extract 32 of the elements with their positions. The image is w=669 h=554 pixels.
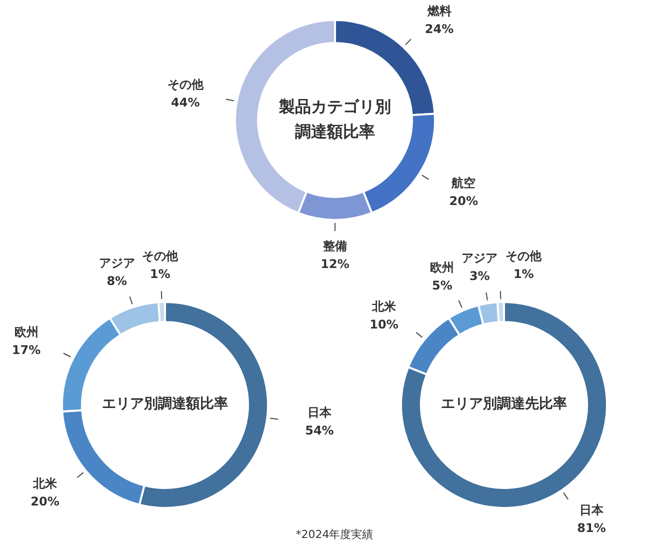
data-label: 3%: [469, 268, 490, 283]
data-label: 10%: [370, 318, 398, 332]
slice-label: アジア: [98, 256, 135, 270]
slice-label: 航空: [450, 176, 476, 190]
data-label: 5%: [432, 278, 452, 293]
slice-label: 整備: [322, 239, 347, 254]
data-label: 20%: [30, 494, 60, 509]
data-label: 44%: [171, 96, 200, 110]
slice-label: アジア: [462, 250, 498, 265]
text: *2024年度実績: [296, 528, 374, 541]
slice-label: 欧州: [430, 260, 454, 275]
slice-label: 燃料: [426, 4, 452, 18]
slice-label: 日本: [580, 503, 605, 518]
slice-label: 日本: [307, 406, 332, 420]
text: エリア別調達額比率: [101, 394, 229, 414]
slice-label: 北米: [371, 300, 398, 314]
text: エリア別調達先比率: [440, 394, 568, 414]
slice-label: 北米: [32, 476, 58, 491]
data-label: 81%: [577, 521, 606, 536]
slice-label: 欧州: [14, 325, 38, 340]
slice-label: その他: [506, 249, 543, 264]
data-label: 20%: [449, 194, 478, 208]
data-label: 1%: [150, 267, 170, 282]
data-label: 1%: [513, 267, 534, 282]
data-label: 17%: [12, 343, 41, 358]
data-label: 12%: [320, 257, 350, 272]
slice-label: その他: [142, 249, 180, 264]
data-label: 54%: [305, 424, 334, 438]
data-label: 24%: [424, 22, 454, 36]
slice-label: その他: [167, 78, 204, 92]
data-label: 8%: [106, 274, 128, 288]
text: 製品カテゴリ別調達額比率: [278, 96, 392, 143]
